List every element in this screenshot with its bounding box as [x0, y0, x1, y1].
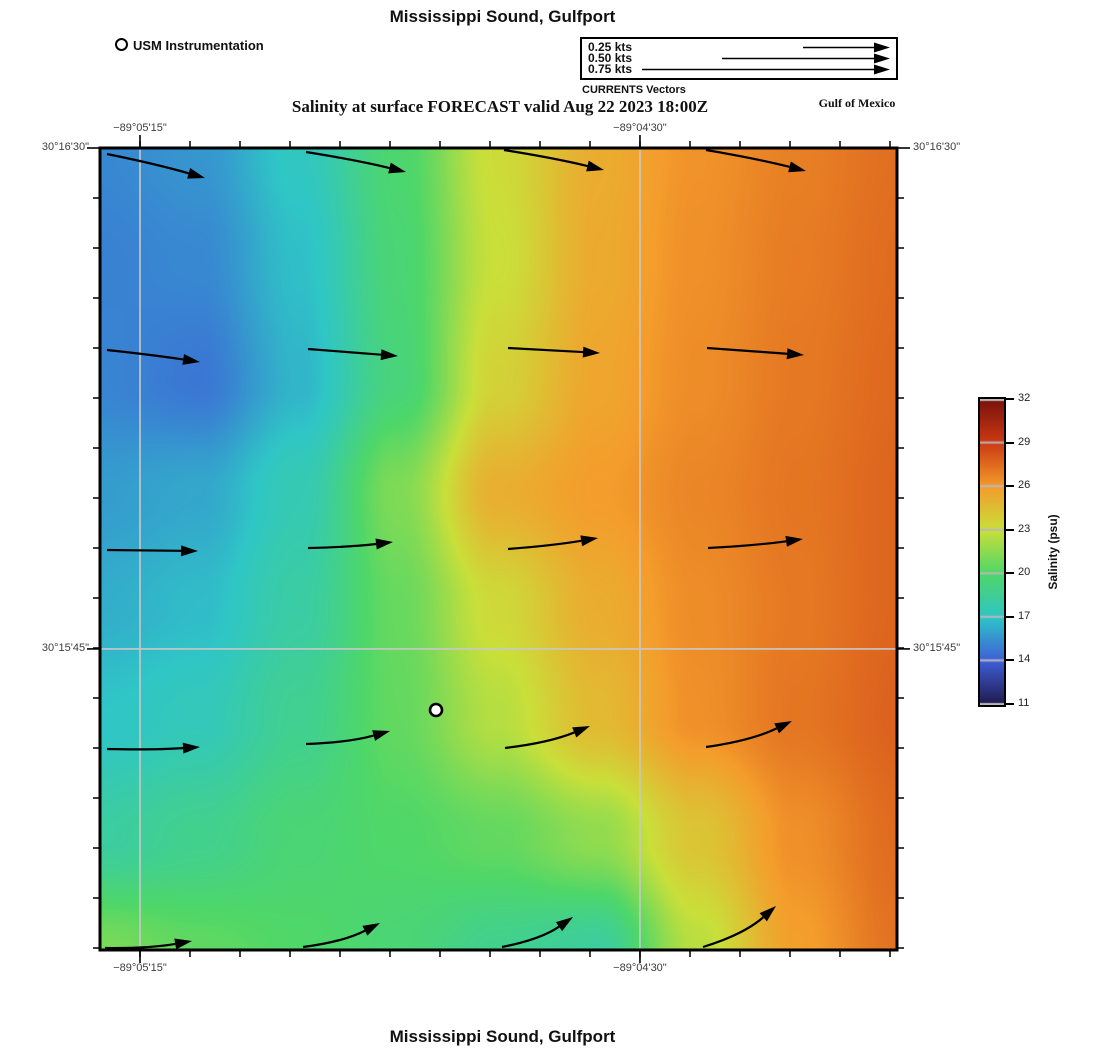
x-axis-label-bottom: −89°05'15" — [113, 962, 167, 974]
current-vector — [307, 542, 377, 550]
colorbar-tick-label: 14 — [1018, 653, 1031, 666]
y-axis-label-right: 30°15'45" — [913, 641, 961, 654]
legend-speed-050: 0.50 kts — [588, 51, 633, 65]
colorbar-axis-label: Salinity (psu) — [1046, 514, 1060, 590]
station-legend-label: USM Instrumentation — [133, 38, 264, 53]
legend-arrows — [642, 42, 890, 75]
current-vector — [501, 925, 560, 949]
current-vector — [106, 746, 184, 751]
current-vector-head — [785, 535, 803, 547]
current-vector-head — [759, 906, 776, 922]
legend-speed-025: 0.25 kts — [588, 40, 633, 54]
x-axis-label-bottom: −89°04'30" — [613, 962, 667, 974]
forecast-subtitle: Salinity at surface FORECAST valid Aug 2… — [291, 97, 709, 116]
current-vector-head — [362, 923, 380, 936]
current-vector — [305, 734, 374, 746]
currents-legend-box: 0.25 kts 0.50 kts 0.75 kts — [580, 37, 898, 80]
salinity-field — [100, 148, 897, 950]
current-vector — [706, 346, 788, 355]
colorbar-tick-label: 26 — [1018, 479, 1031, 492]
current-vector-head — [372, 730, 390, 741]
colorbar — [978, 397, 1006, 707]
region-label: Gulf of Mexico — [818, 96, 896, 110]
current-vector — [507, 346, 584, 354]
current-vector — [305, 150, 390, 170]
station-marker — [428, 702, 444, 718]
current-vector — [702, 916, 764, 949]
colorbar-tick-label: 23 — [1018, 522, 1031, 535]
colorbar-tick-label: 29 — [1018, 435, 1031, 448]
x-axis-label-top: −89°05'15" — [113, 122, 167, 134]
colorbar-gradient — [980, 399, 1004, 705]
current-vector — [106, 548, 182, 552]
current-vector-head — [586, 160, 604, 172]
legend-speed-075: 0.75 kts — [588, 62, 633, 76]
bottom-title: Mississippi Sound, Gulfport — [389, 1027, 616, 1046]
current-vector-head — [182, 354, 200, 365]
current-vector — [503, 148, 588, 168]
colorbar-tick — [1006, 485, 1014, 488]
currents-legend-title: CURRENTS Vectors — [582, 84, 686, 96]
x-axis-label-top: −89°04'30" — [613, 122, 667, 134]
map-overlay — [87, 135, 910, 963]
current-vector — [504, 731, 575, 750]
station-marker-legend-icon — [115, 38, 128, 51]
colorbar-tick — [1006, 398, 1014, 400]
current-vector-head — [788, 161, 806, 173]
colorbar-tick — [1006, 703, 1014, 705]
current-vector-head — [572, 726, 590, 738]
current-vector — [106, 348, 184, 361]
current-vector — [705, 727, 778, 749]
current-vector-head — [580, 535, 598, 547]
colorbar-tick — [1006, 528, 1014, 531]
current-vector-head — [375, 538, 393, 550]
current-vector-head — [774, 721, 792, 734]
colorbar-tick-label: 17 — [1018, 609, 1031, 622]
colorbar-tick — [1006, 659, 1014, 662]
colorbar-tick-label: 32 — [1018, 392, 1031, 404]
current-vector — [705, 148, 790, 168]
current-vector — [106, 152, 189, 175]
current-vector-head — [874, 64, 890, 75]
y-axis-label-right: 30°16'30" — [913, 141, 961, 153]
current-vector-head — [182, 742, 200, 754]
colorbar-tick-label: 11 — [1018, 697, 1030, 709]
current-vector-head — [555, 917, 573, 932]
current-vector — [104, 942, 176, 950]
current-vector-head — [874, 42, 890, 53]
page-title: Mississippi Sound, Gulfport — [389, 7, 616, 26]
current-vector-head — [174, 938, 192, 950]
colorbar-tick — [1006, 572, 1014, 575]
colorbar-tick — [1006, 615, 1014, 618]
current-vector — [507, 539, 582, 551]
current-vector-head — [380, 349, 398, 361]
current-vector-head — [187, 168, 205, 179]
current-vector — [307, 347, 382, 356]
current-vector — [302, 929, 366, 949]
colorbar-tick — [1006, 441, 1014, 444]
current-vector-head — [874, 53, 890, 64]
current-vector — [707, 540, 787, 550]
y-axis-label-left: 30°16'30" — [41, 141, 89, 153]
colorbar-tick-label: 20 — [1018, 566, 1031, 579]
current-vector-head — [388, 162, 406, 174]
current-vector-head — [180, 545, 198, 557]
y-axis-label-left: 30°15'45" — [41, 641, 89, 654]
current-vector-head — [786, 348, 804, 360]
current-vector-head — [582, 346, 600, 358]
